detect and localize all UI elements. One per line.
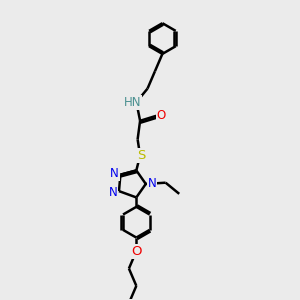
Text: N: N bbox=[108, 186, 117, 199]
Text: HN: HN bbox=[124, 96, 141, 109]
Text: N: N bbox=[148, 177, 156, 190]
Text: O: O bbox=[157, 109, 166, 122]
Text: N: N bbox=[110, 167, 118, 180]
Text: S: S bbox=[137, 149, 146, 162]
Text: O: O bbox=[131, 245, 142, 258]
